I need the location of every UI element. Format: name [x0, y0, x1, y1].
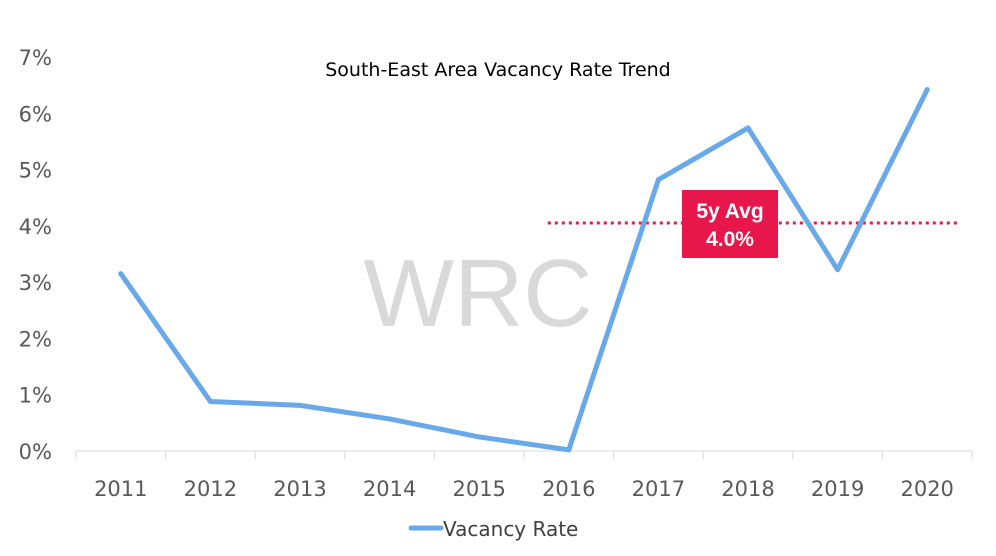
five-year-average: 5y Avg 4.0% [547, 190, 958, 258]
x-tick-label: 2020 [900, 477, 953, 501]
y-tick-label: 5% [19, 159, 52, 183]
x-tick-label: 2014 [363, 477, 416, 501]
x-tick-label: 2016 [542, 477, 595, 501]
average-label-value: 4.0% [706, 228, 754, 251]
x-tick-label: 2019 [811, 477, 864, 501]
data-point [476, 434, 482, 440]
data-point [655, 177, 661, 183]
data-point [118, 271, 124, 277]
series-line-0 [118, 87, 930, 453]
data-point [745, 125, 751, 131]
chart-title: South-East Area Vacancy Rate Trend [325, 59, 671, 81]
x-tick-label: 2018 [721, 477, 774, 501]
legend: Vacancy Rate [408, 517, 578, 541]
x-tick-label: 2011 [94, 477, 147, 501]
series-group [118, 87, 930, 453]
x-tick-label: 2013 [273, 477, 326, 501]
y-tick-label: 2% [19, 327, 52, 351]
y-tick-label: 7% [19, 46, 52, 70]
x-tick-label: 2012 [184, 477, 237, 501]
data-point [924, 87, 930, 93]
x-tick-label: 2015 [452, 477, 505, 501]
data-point [207, 398, 213, 404]
watermark: WRC [363, 240, 592, 347]
data-point [835, 267, 841, 273]
data-point [566, 447, 572, 453]
y-tick-label: 6% [19, 102, 52, 126]
y-axis: 0% 1% 2% 3% 4% 5% 6% 7% [19, 46, 52, 464]
x-tick-label: 2017 [632, 477, 685, 501]
legend-label: Vacancy Rate [443, 517, 578, 541]
average-label-box [682, 190, 778, 258]
y-tick-label: 4% [19, 215, 52, 239]
y-tick-label: 0% [19, 440, 52, 464]
x-axis: 2011 2012 2013 2014 2015 2016 2017 2018 2019 2020 [75, 450, 973, 501]
y-tick-label: 3% [19, 271, 52, 295]
data-point [297, 402, 303, 408]
data-point [387, 416, 393, 422]
y-tick-label: 1% [19, 384, 52, 408]
average-label-title: 5y Avg [696, 200, 763, 223]
